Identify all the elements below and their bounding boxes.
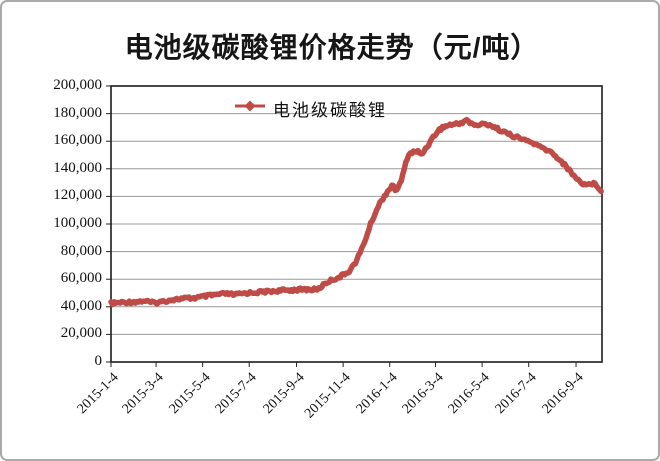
y-axis-tick-label: 140,000	[53, 159, 102, 176]
y-axis-tick-label: 160,000	[53, 132, 102, 149]
y-axis-tick-label: 0	[94, 353, 103, 369]
y-axis-tick-label: 100,000	[53, 215, 102, 231]
y-axis-tick-label: 120,000	[53, 187, 102, 204]
y-axis-tick-label: 40,000	[60, 297, 102, 314]
y-axis-tick-label: 20,000	[60, 325, 102, 342]
price-line-series	[108, 116, 604, 308]
y-axis-tick-label: 80,000	[60, 242, 102, 259]
y-axis-tick-label: 180,000	[53, 104, 102, 121]
y-axis-tick-label: 200,000	[53, 77, 102, 93]
legend-label: 电池级碳酸锂	[273, 101, 387, 120]
legend-diamond-icon	[244, 100, 256, 112]
y-axis-tick-label: 60,000	[60, 270, 102, 287]
chart-title: 电池级碳酸锂价格走势（元/吨）	[124, 32, 540, 63]
